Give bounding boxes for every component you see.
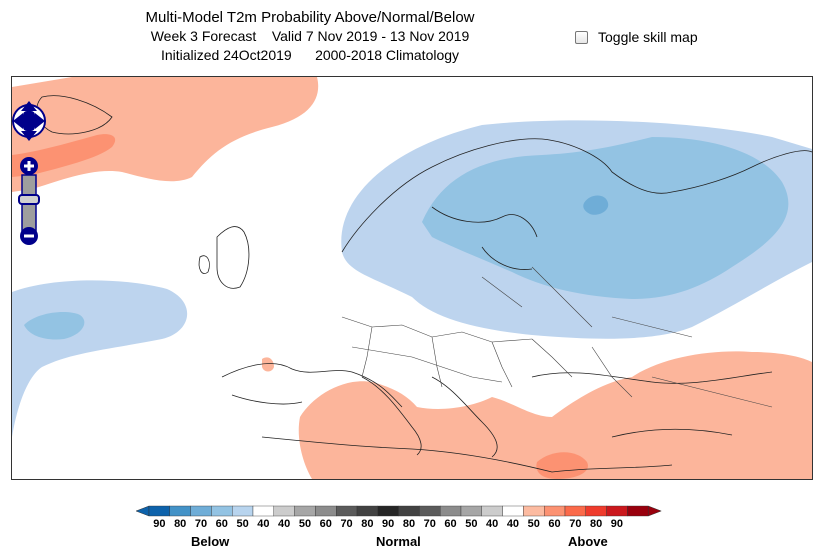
legend-tick-label: 70: [569, 518, 582, 530]
legend-swatch: [502, 505, 524, 517]
legend-tick-label: 60: [319, 518, 332, 530]
legend-normal-label: Normal: [376, 534, 421, 549]
legend-swatch: [169, 505, 191, 517]
climatology-period: 2000-2018 Climatology: [315, 47, 460, 63]
legend-swatch: [419, 505, 441, 517]
legend-tick-label: 80: [402, 518, 416, 530]
pan-control[interactable]: [12, 101, 46, 141]
legend-tick-label: 50: [465, 518, 478, 530]
legend-swatch: [544, 505, 566, 517]
map-title: Multi-Model T2m Probability Above/Normal…: [145, 9, 475, 26]
pan-left-icon[interactable]: [13, 113, 23, 129]
legend-swatch: [481, 505, 503, 517]
above-50-region-iceland: [12, 77, 319, 192]
below-60-region-atlantic: [24, 312, 85, 340]
zoom-out-button[interactable]: [20, 227, 38, 245]
legend-tick-label: 40: [486, 518, 499, 530]
map-canvas[interactable]: [12, 77, 812, 479]
legend-swatch: [398, 505, 420, 517]
pan-up-icon[interactable]: [21, 101, 37, 111]
legend-swatch: [273, 505, 295, 517]
legend-swatch: [252, 505, 274, 517]
legend-swatch: [356, 505, 378, 517]
legend-tick-label: 70: [340, 518, 353, 530]
legend-tick-label: 80: [174, 518, 187, 530]
zoom-slider-handle[interactable]: [18, 194, 40, 205]
legend-tick-label: 80: [590, 518, 603, 530]
legend-swatch: [294, 505, 316, 517]
zoom-in-button[interactable]: [20, 157, 38, 175]
legend-swatch: [585, 505, 607, 517]
legend-swatch: [315, 505, 337, 517]
legend-tick-labels: 90 80 70 60 50 40 40 50 60 70 80 90 80 70 60 50 40 40 50 60…: [149, 518, 627, 530]
legend-swatch: [231, 505, 254, 517]
map-controls-svg: [12, 101, 46, 245]
pan-right-icon[interactable]: [35, 113, 45, 129]
legend-tick-label: 60: [548, 518, 561, 530]
legend-swatch: [377, 505, 399, 517]
legend-colorbar: [136, 505, 662, 517]
legend-swatch: [148, 505, 170, 517]
legend-swatch: [440, 505, 462, 517]
legend-tick-label: 40: [257, 518, 270, 530]
legend-arrow-right: [647, 505, 662, 517]
forecast-week: Week 3 Forecast: [150, 28, 257, 44]
legend-arrow-left: [136, 505, 150, 517]
skill-map-toggle[interactable]: Toggle skill map: [575, 29, 698, 45]
legend-above-label: Above: [568, 534, 608, 549]
legend-tick-label: 70: [194, 518, 208, 530]
legend-swatch: [460, 505, 482, 517]
coastlines: [36, 95, 812, 473]
plus-icon: [24, 161, 34, 171]
country-borders: [341, 266, 773, 408]
probability-legend: 90 80 70 60 50 40 40 50 60 70 80 90 80 70 60 50 40 40 50 60…: [136, 503, 666, 553]
skill-map-checkbox[interactable]: [575, 30, 588, 44]
legend-tick-label: 60: [444, 518, 457, 530]
init-info: Initialized 24Oct2019 2000-2018 Climatol…: [110, 46, 510, 65]
legend-tick-label: 50: [527, 518, 540, 530]
valid-dates: Valid 7 Nov 2019 - 13 Nov 2019: [271, 28, 470, 44]
legend-tick-label: 40: [278, 518, 291, 530]
legend-tick-label: 90: [610, 518, 624, 530]
legend-tick-label: 80: [361, 518, 374, 530]
initialized-date: Initialized 24Oct2019: [160, 47, 292, 63]
legend-swatch: [335, 505, 358, 517]
legend-tick-label: 90: [382, 518, 395, 530]
legend-tick-label: 90: [153, 518, 166, 530]
legend-tick-label: 60: [215, 518, 228, 530]
legend-tick-label: 50: [236, 518, 249, 530]
map-navigation-controls: [12, 99, 46, 249]
legend-tick-label: 40: [506, 518, 520, 530]
legend-swatch: [627, 505, 649, 517]
legend-swatch: [564, 505, 586, 517]
legend-below-label: Below: [191, 534, 230, 549]
legend-swatches: [136, 505, 662, 517]
below-60-region: [422, 137, 789, 299]
legend-swatch: [211, 505, 233, 517]
forecast-map[interactable]: [11, 76, 813, 480]
legend-swatch: [606, 505, 628, 517]
above-50-region-iberia: [262, 357, 274, 372]
forecast-period: Week 3 Forecast Valid 7 Nov 2019 - 13 No…: [110, 27, 510, 46]
legend-tick-label: 50: [298, 518, 312, 530]
below-50-region-atlantic: [12, 280, 188, 437]
legend-swatch: [523, 505, 545, 517]
map-title-block: Multi-Model T2m Probability Above/Normal…: [110, 8, 510, 65]
legend-swatch: [190, 505, 212, 517]
pan-down-icon[interactable]: [21, 131, 37, 141]
legend-tick-label: 70: [423, 518, 436, 530]
skill-map-label: Toggle skill map: [598, 29, 698, 45]
above-60-region-libya: [536, 452, 588, 479]
below-70-region: [583, 195, 609, 215]
